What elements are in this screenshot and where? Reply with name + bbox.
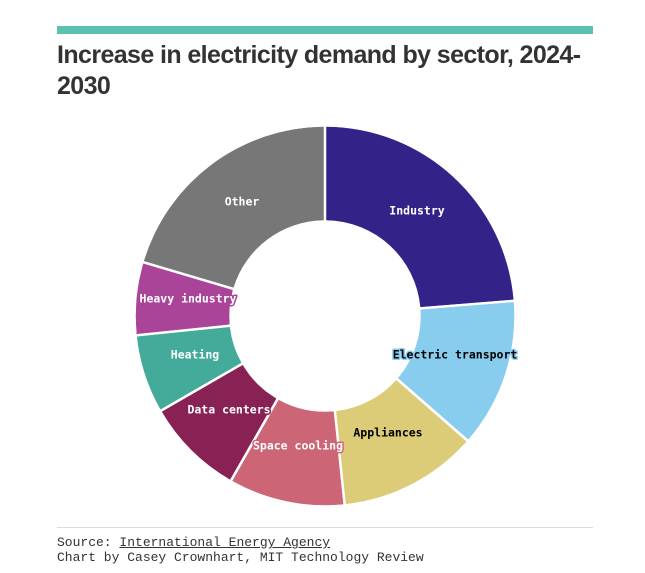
- slice-label-appliances: Appliances: [353, 426, 422, 440]
- slices-group: [135, 126, 515, 506]
- source-link[interactable]: International Energy Agency: [119, 535, 331, 550]
- slice-label-heavy-industry: Heavy industry: [140, 292, 237, 306]
- slice-electric-transport[interactable]: [397, 302, 515, 440]
- slice-label-data-centers: Data centers: [187, 403, 270, 417]
- source-prefix: Source:: [57, 535, 120, 550]
- source-line: Source: International Energy Agency: [57, 535, 424, 550]
- footer: Source: International Energy Agency Char…: [57, 535, 424, 565]
- slice-industry[interactable]: [326, 126, 514, 308]
- slice-label-other: Other: [225, 195, 260, 209]
- slice-appliances[interactable]: [336, 380, 467, 505]
- slice-data-centers[interactable]: [161, 365, 277, 480]
- slice-heavy-industry[interactable]: [135, 263, 233, 335]
- labels-group: Industry Electric transport Appliances Spac…: [138, 193, 519, 454]
- slice-heating[interactable]: [136, 327, 242, 410]
- slice-other[interactable]: [143, 126, 324, 288]
- credit-line: Chart by Casey Crownhart, MIT Technology…: [57, 550, 424, 565]
- slice-label-electric-transport: Electric transport: [393, 348, 518, 362]
- accent-bar: [57, 26, 593, 34]
- footer-divider: [57, 527, 593, 528]
- slice-label-space-cooling: Space cooling: [253, 439, 343, 453]
- slice-label-heating: Heating: [171, 348, 220, 362]
- slice-label-industry: Industry: [389, 204, 444, 218]
- slice-space-cooling[interactable]: [232, 399, 344, 506]
- chart-title: Increase in electricity demand by sector…: [57, 41, 581, 100]
